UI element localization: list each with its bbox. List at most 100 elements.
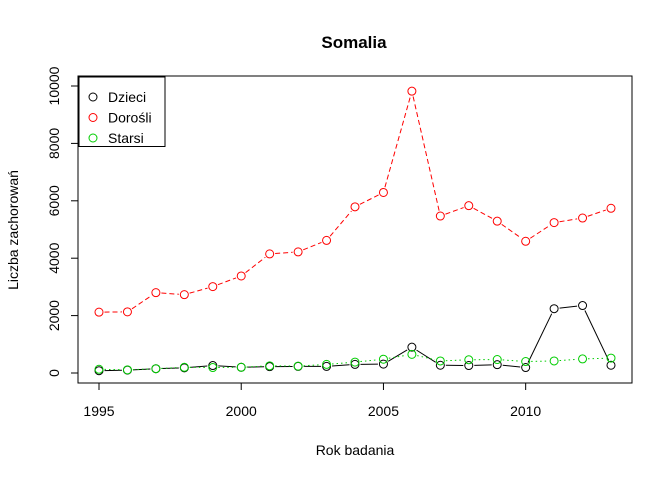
data-point bbox=[492, 360, 502, 370]
data-point bbox=[606, 360, 616, 370]
series-line-segment bbox=[189, 365, 208, 368]
data-point bbox=[322, 235, 332, 245]
data-point bbox=[464, 201, 474, 211]
series-line-segment bbox=[329, 210, 352, 237]
series-line-segment bbox=[359, 194, 379, 205]
data-point bbox=[236, 271, 246, 281]
data-point bbox=[435, 356, 445, 366]
data-point bbox=[179, 290, 189, 300]
series-line-segment bbox=[131, 295, 152, 310]
data-point bbox=[293, 247, 303, 257]
series-2 bbox=[94, 86, 616, 317]
y-tick-label: 6000 bbox=[46, 185, 62, 216]
series-line-segment bbox=[445, 207, 464, 215]
y-axis-label: Liczba zachorowań bbox=[5, 170, 21, 290]
data-point bbox=[265, 249, 275, 259]
data-point bbox=[407, 86, 417, 96]
series-line-segment bbox=[217, 277, 237, 286]
data-point bbox=[521, 357, 531, 367]
data-point bbox=[151, 364, 161, 374]
data-point bbox=[606, 353, 616, 363]
x-tick-label: 2000 bbox=[226, 403, 257, 419]
data-point bbox=[578, 301, 588, 311]
data-point bbox=[435, 360, 445, 370]
x-tick-label: 2010 bbox=[510, 403, 541, 419]
series-line-segment bbox=[559, 305, 578, 309]
series-1 bbox=[94, 301, 616, 376]
series-line-segment bbox=[417, 355, 436, 361]
series-line-segment bbox=[529, 225, 550, 239]
data-point bbox=[578, 354, 588, 364]
data-point bbox=[521, 363, 531, 373]
legend-label: Dzieci bbox=[108, 89, 146, 105]
series-line-segment bbox=[588, 357, 606, 360]
legend-label: Dorośli bbox=[108, 110, 152, 126]
data-point bbox=[265, 361, 275, 371]
series-line-segment bbox=[218, 365, 236, 368]
data-point bbox=[122, 307, 132, 317]
x-tick-label: 1995 bbox=[83, 403, 114, 419]
data-point bbox=[350, 359, 360, 369]
series-line-segment bbox=[332, 364, 350, 367]
series-line-segment bbox=[275, 251, 293, 255]
data-point bbox=[492, 355, 502, 365]
x-axis: 1995 2000 2005 2010 bbox=[83, 382, 541, 419]
data-point bbox=[94, 307, 104, 317]
data-point bbox=[606, 203, 616, 213]
series-line-segment bbox=[245, 256, 266, 274]
data-point bbox=[350, 202, 360, 212]
series-line-segment bbox=[388, 354, 407, 359]
data-point bbox=[151, 288, 161, 298]
series-line-segment bbox=[559, 218, 578, 223]
data-point bbox=[378, 354, 388, 364]
data-point bbox=[236, 362, 246, 372]
series-line-segment bbox=[360, 359, 379, 363]
series-line-segment bbox=[387, 349, 408, 362]
data-point bbox=[578, 213, 588, 223]
series-line-segment bbox=[416, 349, 436, 363]
data-point bbox=[122, 365, 132, 375]
series-line-segment bbox=[559, 358, 578, 362]
legend-label: Starsi bbox=[108, 130, 144, 146]
data-point bbox=[208, 282, 218, 292]
series-line-segment bbox=[303, 364, 322, 367]
series-line-segment bbox=[445, 359, 464, 362]
x-tick-label: 2005 bbox=[368, 403, 399, 419]
legend-marker bbox=[88, 92, 98, 102]
series-layer bbox=[94, 86, 616, 376]
series-line-segment bbox=[587, 209, 606, 217]
series-line-segment bbox=[246, 365, 265, 368]
y-tick-label: 10000 bbox=[46, 66, 62, 105]
data-point bbox=[208, 361, 218, 371]
series-line-segment bbox=[502, 359, 521, 362]
y-axis: 0 2000 4000 6000 8000 10000 bbox=[46, 66, 79, 377]
legend-marker bbox=[88, 133, 98, 143]
legend-marker bbox=[88, 113, 98, 122]
data-point bbox=[435, 211, 445, 221]
series-line-segment bbox=[161, 292, 179, 295]
series-line-segment bbox=[331, 362, 350, 365]
data-point bbox=[464, 361, 474, 371]
data-point bbox=[293, 361, 303, 371]
x-axis-label: Rok badania bbox=[316, 442, 395, 458]
data-point bbox=[464, 355, 474, 365]
series-line-segment bbox=[527, 313, 553, 363]
data-point bbox=[549, 304, 559, 314]
data-point bbox=[94, 364, 104, 374]
data-point bbox=[179, 362, 189, 372]
series-3 bbox=[94, 349, 616, 375]
series-line-segment bbox=[502, 364, 521, 368]
legend-box bbox=[78, 76, 166, 147]
y-tick-label: 0 bbox=[46, 369, 62, 377]
data-point bbox=[322, 359, 332, 369]
chart-title: Somalia bbox=[321, 33, 387, 52]
series-line-segment bbox=[412, 96, 440, 211]
data-point bbox=[322, 361, 332, 371]
series-line-segment bbox=[584, 310, 610, 361]
data-point bbox=[208, 363, 218, 373]
data-point bbox=[350, 357, 360, 367]
data-point bbox=[407, 349, 417, 359]
series-line-segment bbox=[474, 364, 492, 366]
y-tick-label: 2000 bbox=[46, 300, 62, 331]
